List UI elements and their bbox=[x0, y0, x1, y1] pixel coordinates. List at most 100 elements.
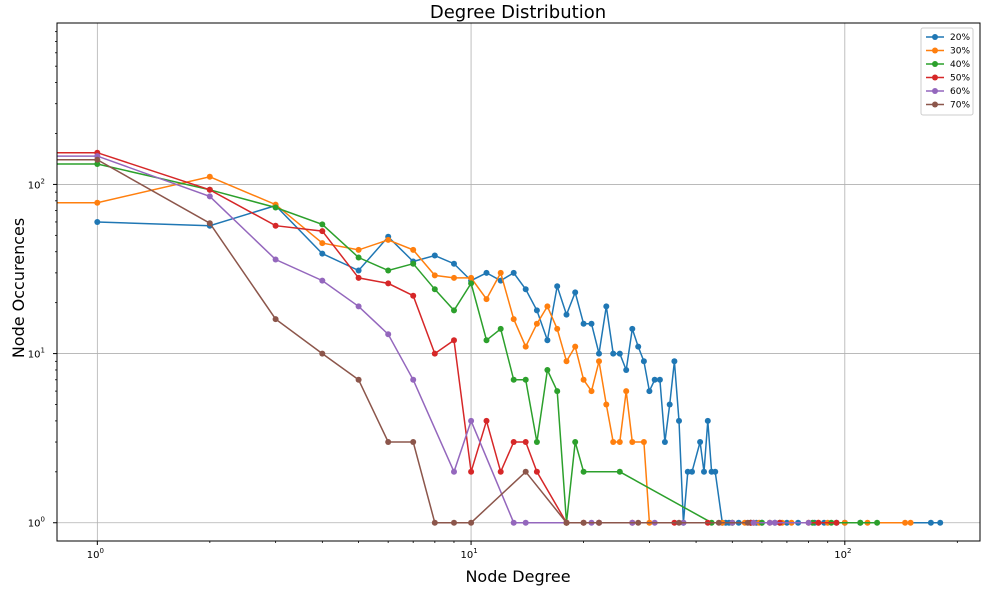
data-point bbox=[522, 468, 529, 475]
data-point bbox=[522, 376, 529, 383]
data-point bbox=[629, 439, 636, 445]
legend-marker bbox=[932, 74, 938, 81]
data-point bbox=[206, 193, 213, 200]
data-point bbox=[635, 519, 642, 526]
data-point bbox=[272, 316, 279, 323]
series-line bbox=[57, 151, 837, 524]
data-point bbox=[451, 274, 457, 281]
data-point bbox=[94, 219, 101, 225]
data-point bbox=[410, 376, 417, 383]
y-tick-label: 101 bbox=[28, 347, 45, 361]
data-point bbox=[544, 337, 551, 344]
data-point bbox=[640, 358, 647, 365]
data-point bbox=[580, 376, 587, 383]
data-point bbox=[272, 256, 279, 263]
series-line bbox=[57, 176, 911, 524]
y-tick-exponent: 2 bbox=[41, 177, 45, 185]
data-point bbox=[554, 388, 561, 395]
plot-frame bbox=[56, 22, 981, 542]
data-point bbox=[588, 320, 595, 327]
series-line bbox=[57, 163, 878, 524]
data-point bbox=[623, 388, 630, 395]
data-point bbox=[522, 439, 529, 445]
data-point bbox=[510, 376, 517, 383]
y-tick-label: 102 bbox=[28, 177, 45, 191]
data-point bbox=[410, 292, 417, 299]
data-point bbox=[715, 519, 722, 526]
data-point bbox=[468, 468, 475, 475]
data-point bbox=[902, 519, 909, 526]
data-point bbox=[355, 303, 362, 310]
data-point bbox=[554, 283, 561, 290]
data-point bbox=[431, 252, 438, 259]
data-point bbox=[937, 519, 944, 526]
data-point bbox=[533, 307, 540, 314]
data-point bbox=[596, 358, 602, 365]
data-point bbox=[319, 350, 326, 357]
data-point bbox=[385, 236, 392, 243]
data-point bbox=[510, 316, 517, 323]
data-point bbox=[661, 439, 668, 445]
data-point bbox=[510, 519, 517, 526]
data-point bbox=[522, 286, 529, 293]
data-point bbox=[206, 173, 213, 180]
data-point bbox=[616, 439, 623, 445]
data-point bbox=[94, 156, 101, 163]
data-point bbox=[833, 519, 840, 526]
data-point bbox=[572, 343, 579, 350]
data-point bbox=[468, 519, 475, 526]
data-point bbox=[385, 331, 392, 338]
data-point bbox=[522, 519, 529, 526]
data-point bbox=[907, 519, 914, 526]
data-point bbox=[572, 289, 579, 296]
data-point bbox=[410, 246, 417, 253]
data-point bbox=[355, 246, 362, 253]
data-point bbox=[497, 468, 504, 475]
data-point bbox=[712, 468, 719, 475]
x-tick-base: 10 bbox=[460, 550, 473, 561]
data-point bbox=[596, 350, 602, 357]
data-point bbox=[510, 269, 517, 276]
data-point bbox=[410, 439, 417, 445]
data-point bbox=[927, 519, 934, 526]
data-point bbox=[572, 439, 579, 445]
y-tick-exponent: 0 bbox=[41, 516, 45, 524]
series-line bbox=[97, 204, 941, 524]
legend-label: 40% bbox=[950, 60, 970, 70]
data-point bbox=[483, 417, 490, 424]
legend-label: 70% bbox=[950, 101, 970, 111]
series-30-pct bbox=[57, 173, 914, 526]
data-point bbox=[610, 350, 617, 357]
y-tick-base: 10 bbox=[28, 180, 41, 191]
data-point bbox=[431, 272, 438, 279]
data-point bbox=[355, 254, 362, 261]
data-point bbox=[623, 367, 630, 373]
legend-item: 50% bbox=[926, 74, 970, 84]
y-tick-label: 100 bbox=[28, 516, 45, 530]
series-70-pct bbox=[57, 156, 751, 526]
data-point bbox=[385, 280, 392, 287]
data-point bbox=[676, 417, 682, 424]
data-point bbox=[319, 240, 326, 247]
data-point bbox=[629, 325, 636, 332]
data-point bbox=[206, 186, 213, 193]
legend-marker bbox=[932, 34, 938, 40]
data-point bbox=[857, 519, 864, 526]
data-point bbox=[431, 350, 438, 357]
data-point bbox=[533, 468, 540, 475]
data-point bbox=[563, 519, 570, 526]
grid-lines bbox=[57, 23, 980, 541]
data-point bbox=[651, 376, 658, 383]
data-point bbox=[319, 228, 326, 235]
data-point bbox=[468, 274, 475, 281]
legend: 20% 30% 40% 50% 60% 70% bbox=[920, 27, 974, 116]
y-tick-exponent: 1 bbox=[41, 347, 45, 355]
x-tick-exponent: 2 bbox=[847, 547, 851, 555]
series-line bbox=[57, 158, 748, 524]
data-point bbox=[319, 250, 326, 257]
data-point bbox=[697, 439, 704, 445]
data-point bbox=[483, 269, 490, 276]
data-point bbox=[451, 519, 457, 526]
x-tick-base: 10 bbox=[87, 550, 100, 561]
data-point bbox=[483, 296, 490, 303]
